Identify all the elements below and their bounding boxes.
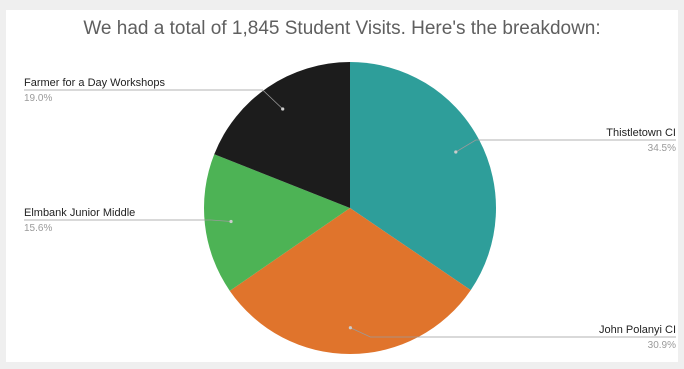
leader-dot-thistletown-ci: [454, 150, 458, 154]
leader-dot-farmer-for-a-day-workshops: [281, 107, 285, 111]
slice-value-thistletown-ci: 34.5%: [648, 143, 676, 154]
slice-label-farmer-for-a-day-workshops: Farmer for a Day Workshops: [24, 77, 166, 89]
slice-value-elmbank-junior-middle: 15.6%: [24, 223, 52, 234]
leader-line-thistletown-ci: [455, 139, 676, 153]
pie-slice-john-polanyi-ci: [229, 208, 471, 354]
slice-value-john-polanyi-ci: 30.9%: [648, 340, 676, 351]
slice-value-farmer-for-a-day-workshops: 19.0%: [24, 93, 52, 104]
slice-label-thistletown-ci: Thistletown CI: [606, 127, 676, 139]
leader-line-farmer-for-a-day-workshops: [24, 89, 283, 110]
pie-slice-farmer-for-a-day-workshops: [214, 61, 350, 208]
slice-label-john-polanyi-ci: John Polanyi CI: [599, 324, 676, 336]
leader-dot-elmbank-junior-middle: [229, 219, 233, 224]
leader-line-john-polanyi-ci: [350, 327, 676, 338]
leader-line-elmbank-junior-middle: [24, 219, 232, 222]
pie-slice-elmbank-junior-middle: [204, 154, 350, 291]
slice-label-elmbank-junior-middle: Elmbank Junior Middle: [24, 207, 135, 219]
pie-slice-thistletown-ci: [350, 62, 496, 291]
chart-title: We had a total of 1,845 Student Visits. …: [83, 18, 601, 39]
leader-dot-john-polanyi-ci: [348, 326, 352, 330]
